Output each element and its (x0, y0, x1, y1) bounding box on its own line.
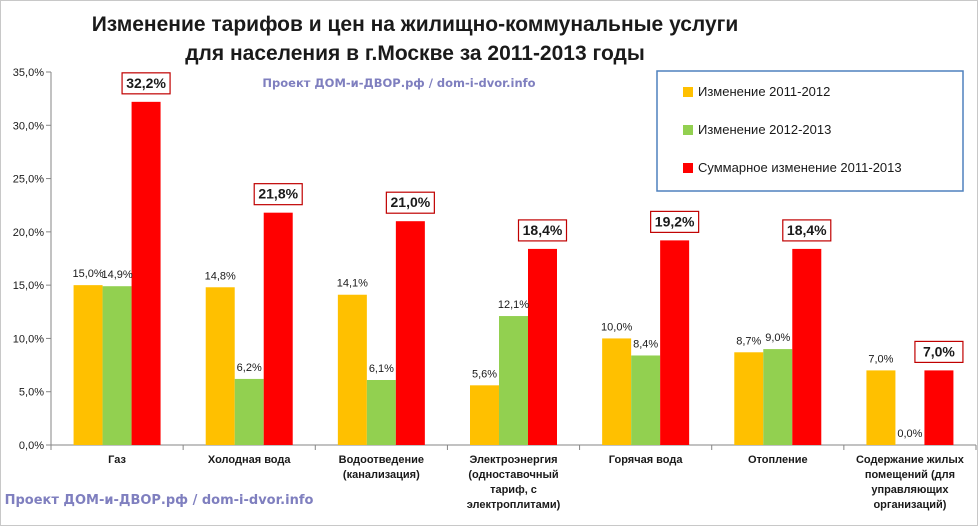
watermark-top: Проект ДОМ-и-ДВОР.рф / dom-i-dvor.info (262, 76, 535, 90)
data-label: 32,2% (126, 75, 166, 91)
data-label: 5,6% (472, 368, 497, 380)
bars (73, 101, 954, 445)
data-label: 0,0% (897, 428, 922, 440)
y-tick-label: 25,0% (13, 174, 44, 186)
category-label: Содержание жилых (856, 454, 965, 466)
bar (734, 352, 764, 445)
category-label: организаций) (873, 499, 946, 511)
data-label: 21,0% (391, 194, 431, 210)
data-label-box (650, 210, 700, 233)
data-label: 6,2% (237, 362, 262, 374)
chart-title-line-2: для населения в г.Москве за 2011-2013 го… (185, 42, 645, 65)
data-label: 15,0% (72, 268, 103, 280)
data-label-box (121, 72, 171, 95)
data-label: 6,1% (369, 363, 394, 375)
y-tick-label: 5,0% (19, 387, 44, 399)
data-label: 21,8% (258, 186, 298, 202)
bar (924, 370, 954, 445)
data-label: 14,1% (337, 278, 368, 290)
data-label-box (517, 219, 568, 242)
y-tick-label: 30,0% (13, 120, 44, 132)
category-label: Электроэнергия (469, 454, 557, 466)
category-label: помещений (для (865, 469, 955, 481)
legend-swatch (683, 163, 693, 173)
watermark-bottom: Проект ДОМ-и-ДВОР.рф / dom-i-dvor.info (5, 493, 314, 508)
legend-box (656, 70, 964, 192)
data-label-box (782, 219, 832, 242)
data-label-box (914, 340, 964, 363)
category-label: электроплитами) (467, 499, 561, 511)
category-label: Холодная вода (208, 454, 291, 466)
bar (470, 385, 499, 445)
bar (102, 286, 132, 445)
legend-swatch (683, 87, 693, 97)
data-label: 10,0% (601, 321, 632, 333)
category-label: (канализация) (343, 469, 420, 481)
bar (337, 294, 367, 445)
data-label-box (253, 183, 303, 206)
bar (660, 240, 690, 445)
category-label: тариф, с (490, 484, 537, 496)
bar (602, 338, 632, 445)
category-label: (одноставочный (468, 469, 558, 481)
bar (631, 355, 661, 445)
bar (234, 378, 264, 445)
bar (866, 370, 896, 445)
y-tick-label: 0,0% (19, 440, 44, 452)
category-label: Водоотведение (339, 454, 424, 466)
bar (205, 287, 235, 445)
chart-title-line-1: Изменение тарифов и цен на жилищно-комму… (92, 13, 739, 36)
data-label: 19,2% (655, 213, 695, 229)
bar (263, 212, 293, 445)
data-label: 14,9% (101, 269, 132, 281)
legend-swatch (683, 125, 693, 135)
data-label: 12,1% (498, 299, 529, 311)
y-tick-label: 15,0% (13, 280, 44, 292)
bar (395, 221, 425, 445)
category-labels: Газ Холодная вода Водоотведение (канализаци… (108, 454, 965, 511)
bar (528, 248, 557, 445)
bar (763, 349, 793, 445)
axes: 0,0% 5,0% 10,0% 15,0% 20,0% 25,0% 30,0% 35,0% (13, 67, 977, 452)
bar (792, 248, 822, 445)
bar (366, 379, 396, 445)
data-labels: 15,0%14,9% 32,2% 14,8% 6,2% 21,8% 14,1% 6,1% 21… (72, 72, 964, 440)
data-label: 7,0% (923, 343, 955, 359)
data-label-box (385, 191, 435, 214)
data-label: 8,7% (736, 335, 761, 347)
bar (73, 285, 103, 445)
data-label: 18,4% (787, 222, 827, 238)
category-label: Газ (108, 454, 126, 466)
category-label: Отопление (748, 454, 808, 466)
legend-label: Изменение 2011-2012 (698, 84, 830, 99)
data-label: 8,4% (633, 338, 658, 350)
bar (131, 101, 161, 445)
category-label: управляющих (871, 484, 949, 496)
data-label: 7,0% (868, 353, 893, 365)
legend: Изменение 2011-2012 Изменение 2012-2013 Су… (656, 70, 964, 192)
data-label: 18,4% (523, 222, 563, 238)
data-label: 9,0% (765, 332, 790, 344)
bar (499, 316, 528, 445)
data-label: 14,8% (205, 270, 236, 282)
legend-label: Изменение 2012-2013 (698, 122, 831, 137)
y-tick-label: 10,0% (13, 333, 44, 345)
legend-label: Суммарное изменение 2011-2013 (698, 160, 902, 175)
category-label: Горячая вода (609, 454, 684, 466)
y-tick-label: 35,0% (13, 67, 44, 79)
y-tick-label: 20,0% (13, 227, 44, 239)
